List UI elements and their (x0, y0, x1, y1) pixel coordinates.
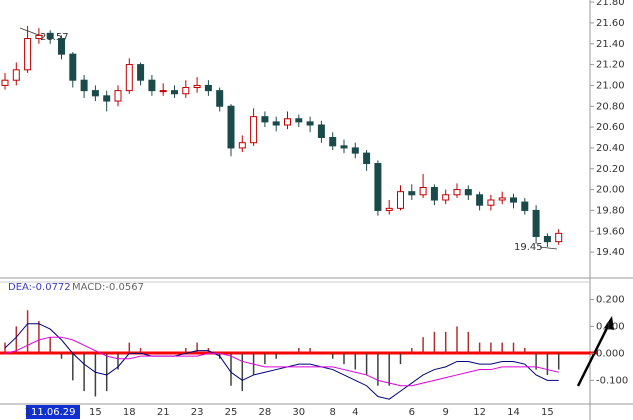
indicator-label: MACD:-0.0567 (72, 282, 144, 293)
candle-body (114, 90, 122, 102)
candle-body (148, 79, 156, 92)
y-tick-label: 20.00 (596, 185, 625, 196)
candle-body (374, 163, 382, 211)
x-tick-label: 12 (473, 407, 486, 418)
x-tick-label: 6 (409, 407, 415, 418)
candle-body (453, 189, 461, 196)
annotation: 21.57 (40, 32, 69, 43)
drawn-arrow-head (604, 316, 614, 330)
x-tick-label: 25 (225, 407, 238, 418)
candle-body (261, 116, 269, 123)
x-tick-label: 14 (507, 407, 520, 418)
candle-body (385, 207, 393, 211)
x-tick-label: 8 (330, 407, 336, 418)
drawn-arrow (576, 321, 612, 387)
x-tick-label: 23 (191, 407, 204, 418)
candle-body (284, 118, 291, 126)
y-tick-label: 21.80 (596, 0, 625, 8)
candle-body (464, 189, 472, 196)
candle-body (46, 32, 54, 40)
candle-body (340, 145, 348, 149)
candle-body (306, 121, 314, 126)
y-tick-label: 19.40 (596, 247, 625, 258)
y-tick-label: 0.100 (596, 321, 625, 332)
candle-body (532, 209, 540, 237)
candle-body (272, 121, 280, 126)
candle-body (543, 235, 551, 243)
x-tick-label: 28 (259, 407, 272, 418)
x-tick-label: 15 (541, 407, 554, 418)
y-tick-label: 21.20 (596, 60, 625, 71)
crosshair-date: 11.06.29 (31, 407, 76, 418)
candle-body (69, 53, 77, 81)
candle-body (476, 194, 484, 206)
y-tick-label: 20.60 (596, 122, 625, 133)
y-tick-label: 21.40 (596, 39, 625, 50)
candle-body (227, 105, 235, 149)
x-tick-label: 9 (443, 407, 449, 418)
candle-body (159, 90, 167, 93)
candle-body (125, 64, 133, 92)
candle-body (103, 95, 111, 102)
candle-body (216, 90, 224, 107)
indicator-line (4, 336, 559, 387)
candle-body (137, 64, 145, 81)
y-tick-label: 0.200 (596, 294, 625, 305)
candle-body (182, 87, 190, 95)
candle-body (171, 90, 178, 95)
candle-body (329, 137, 337, 147)
candle-body (250, 116, 258, 144)
y-tick-label: 21.60 (596, 18, 625, 29)
candle-body (555, 232, 563, 243)
candle-body (419, 187, 427, 196)
y-tick-label: 20.40 (596, 143, 625, 154)
candle-body (442, 194, 450, 201)
annotation-leader (539, 246, 558, 250)
candle-body (397, 191, 404, 209)
candle-body (12, 69, 20, 81)
candle-body (363, 152, 371, 165)
crosshair-date-box (26, 405, 80, 419)
candle-body (58, 38, 65, 55)
indicator-line (4, 323, 559, 400)
candle-body (510, 197, 517, 203)
x-tick-label: 21 (157, 407, 170, 418)
y-tick-label: 20.20 (596, 164, 625, 175)
indicator-label: DEA:-0.0772 (8, 282, 71, 293)
y-tick-label: 20.80 (596, 101, 625, 112)
candle-body (487, 199, 495, 206)
y-tick-label: 21.00 (596, 80, 625, 91)
y-tick-label: -0.100 (596, 375, 628, 386)
x-tick-label: 15 (89, 407, 102, 418)
candle-body (1, 79, 9, 86)
candle-body (238, 142, 246, 149)
candle-body (430, 187, 438, 201)
candle-body (317, 124, 325, 138)
annotation: 19.45 (514, 242, 543, 253)
candle-body (498, 197, 506, 201)
x-tick-label: 1 (24, 407, 30, 418)
candle-body (80, 79, 88, 92)
candle-body (351, 147, 359, 154)
candle-body (204, 84, 212, 92)
x-tick-label: 18 (123, 407, 136, 418)
x-tick-label: 4 (352, 407, 358, 418)
x-tick-label: 30 (292, 407, 305, 418)
candle-body (521, 201, 529, 211)
candle-body (35, 34, 43, 40)
y-tick-label: 19.60 (596, 226, 625, 237)
candle-body (408, 191, 416, 196)
y-tick-label: 19.80 (596, 205, 625, 216)
y-tick-label: 0.000 (596, 348, 625, 359)
candle-body (193, 84, 201, 88)
candle-body (91, 90, 99, 97)
candle-body (24, 38, 32, 71)
candle-body (295, 118, 303, 123)
